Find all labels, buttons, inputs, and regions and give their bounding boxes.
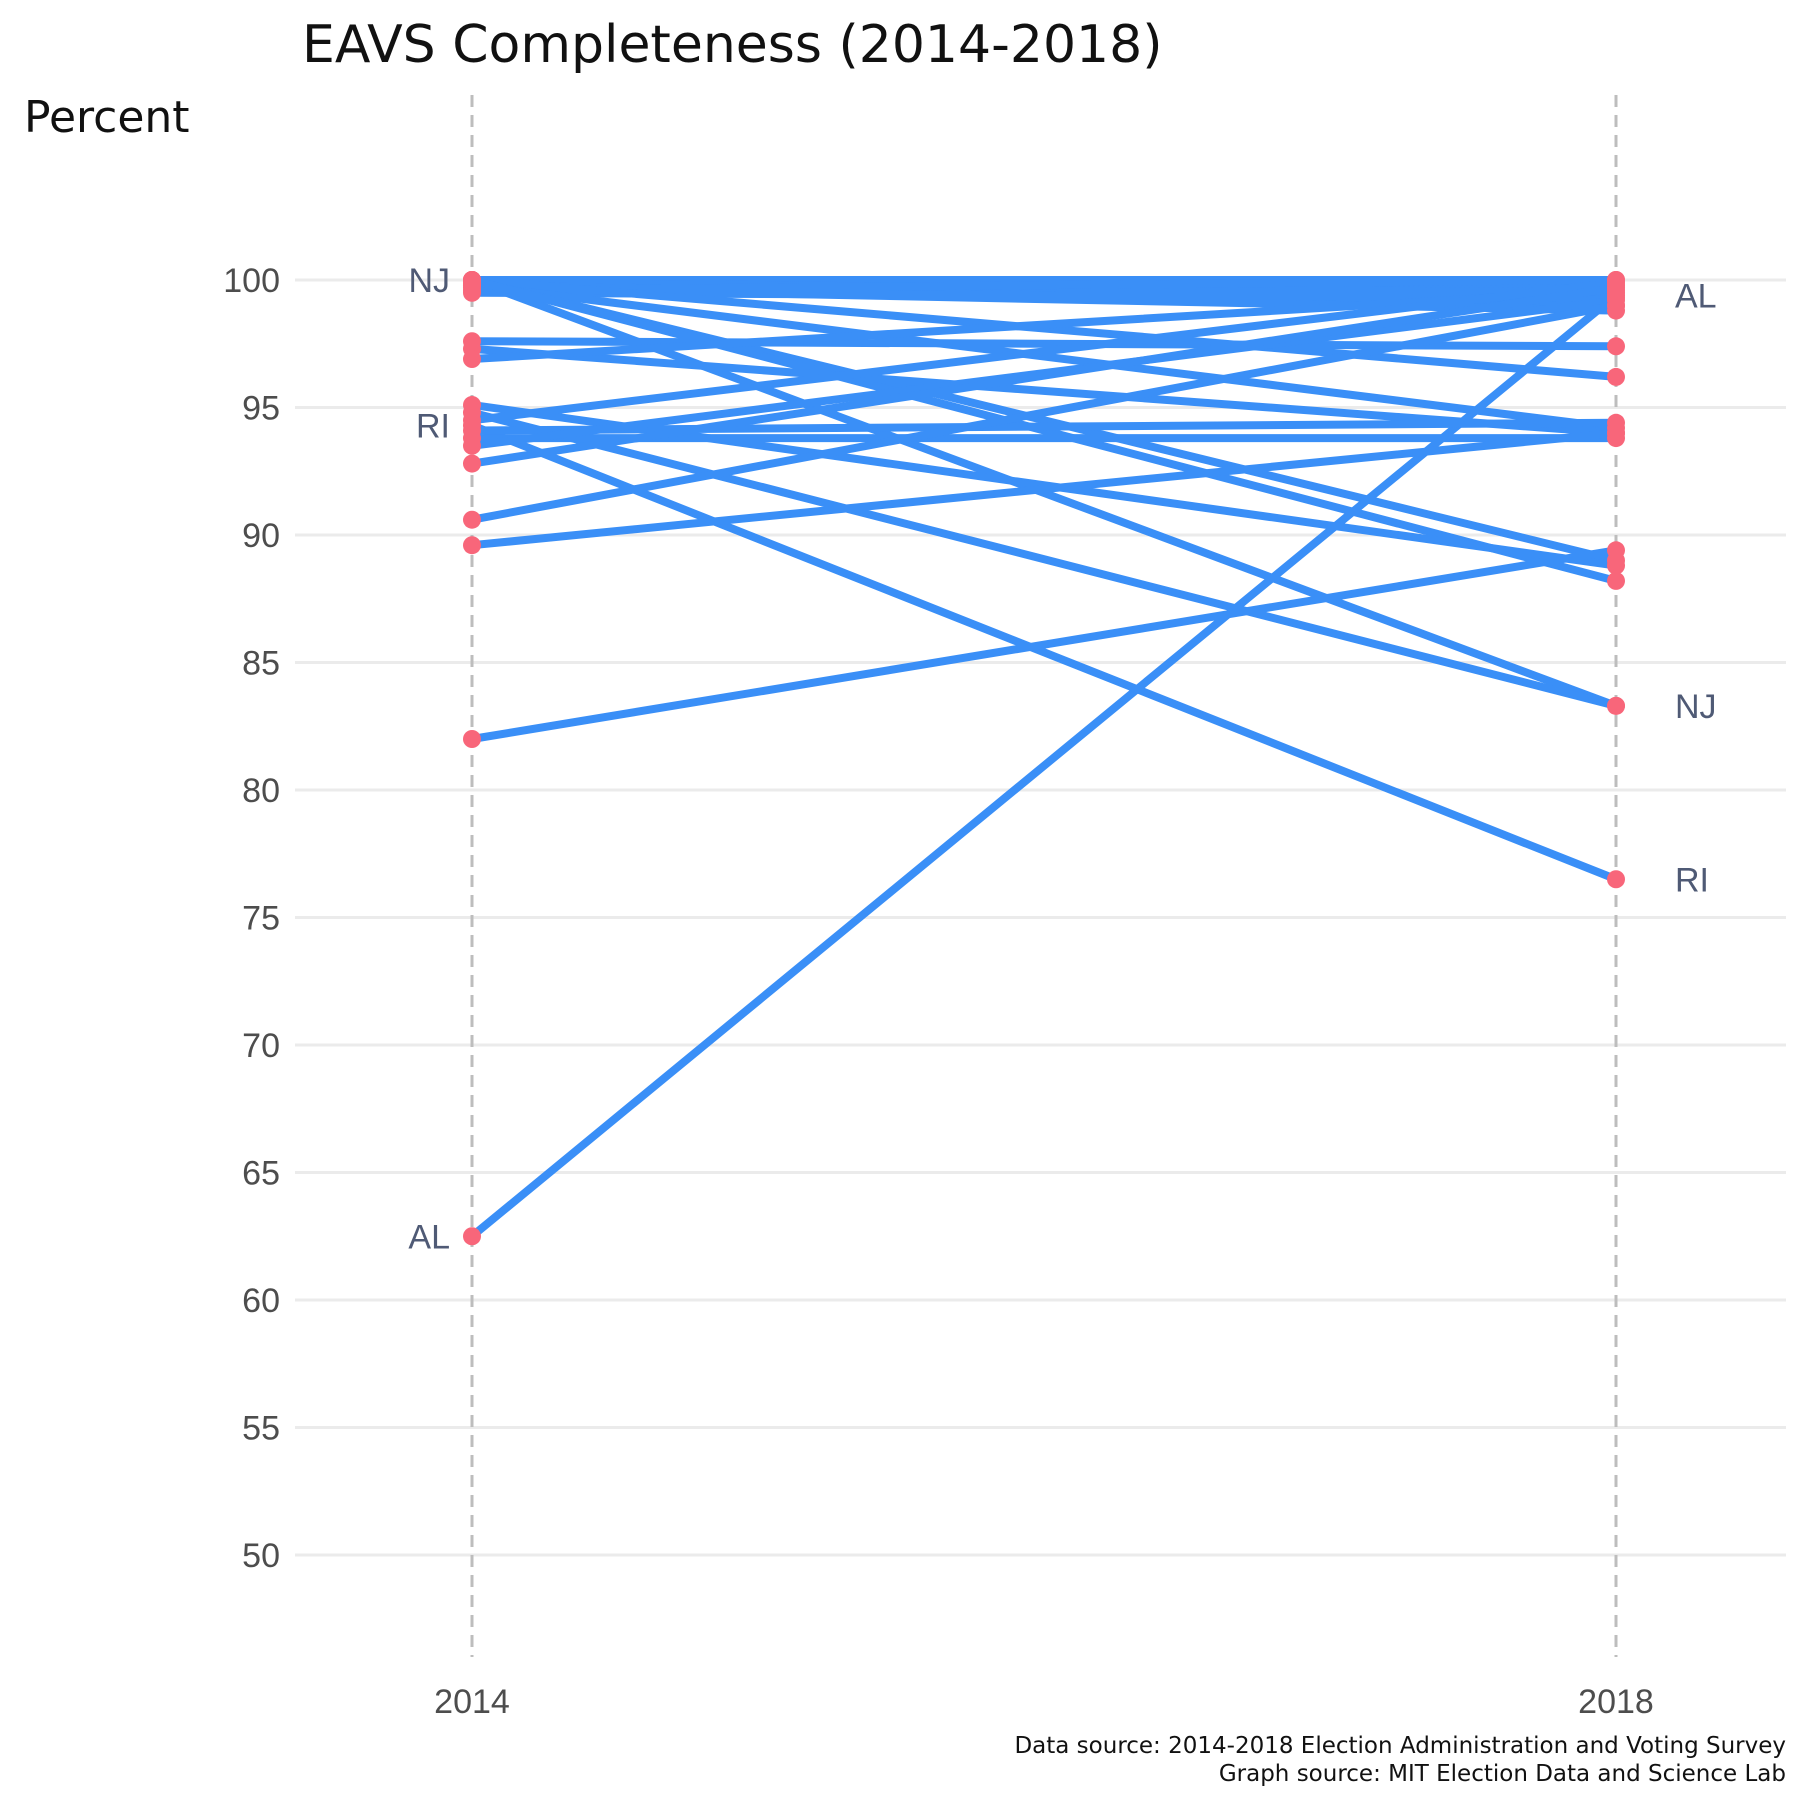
state-labels: NJ RI AL AL NJ RI [408,262,1716,1256]
state-label: NJ [408,262,450,300]
data-point-s17-2014 [463,350,481,369]
data-point-s24-2014 [463,454,481,473]
y-tick-label: 90 [242,517,280,555]
data-point-s11-2018 [1607,367,1625,386]
y-tick-label: 80 [242,772,280,810]
state-label: RI [416,407,450,445]
y-tick-label: 85 [242,645,280,683]
state-label: AL [408,1218,450,1256]
data-point-s15-2018 [1607,337,1625,356]
data-point-al-2014 [463,1227,481,1246]
data-point-s25-2014 [463,510,481,529]
y-axis-ticks: 50 55 60 65 70 75 80 85 90 95 100 [223,262,280,1575]
series-line-s26 [468,429,1620,550]
state-label: NJ [1675,688,1717,726]
series-line-s09 [468,276,1620,295]
x-axis-ticks: 2014 2018 [434,1683,1654,1721]
y-tick-label: 60 [242,1282,280,1320]
y-axis-title: Percent [24,92,190,143]
series-lines [468,276,1620,1241]
caption-data-source: Data source: 2014-2018 Election Administ… [1014,1733,1786,1759]
y-tick-label: 65 [242,1155,280,1193]
series-line-s21 [468,418,1620,435]
data-point-s27-2018 [1607,541,1625,560]
data-point-s14-2018 [1607,571,1625,590]
series-line-s24 [468,283,1620,468]
data-point-s19-2018 [1607,696,1625,715]
data-point-s27-2014 [463,730,481,748]
x-tick-label: 2014 [434,1683,510,1721]
data-point-ri-2018 [1607,870,1625,889]
series-line-s15 [468,337,1620,351]
series-line-s16 [468,344,1620,437]
gridlines [295,278,1786,1557]
y-tick-label: 75 [242,900,280,938]
y-tick-label: 55 [242,1410,280,1448]
x-tick-label: 2018 [1578,1683,1654,1721]
data-point-s23-2014 [463,436,481,455]
data-point-s14-2014 [463,271,481,289]
y-tick-label: 70 [242,1027,280,1065]
y-tick-label: 95 [242,390,280,428]
data-point-s26-2014 [463,536,481,555]
series-line-s12 [468,281,1620,432]
data-point-s26-2018 [1607,424,1625,442]
series-line-s20 [468,278,1620,425]
data-point-s24-2018 [1607,278,1625,297]
y-tick-label: 50 [242,1537,280,1575]
chart-title: EAVS Completeness (2014-2018) [302,15,1163,75]
data-point-s25-2018 [1607,296,1625,315]
series-line-s27 [468,546,1620,743]
data-point-s18-2018 [1607,556,1625,575]
series-line-s25 [468,301,1620,524]
series-line-ri [468,421,1620,884]
state-label: AL [1675,277,1717,315]
state-label: RI [1675,861,1709,899]
caption-graph-source: Graph source: MIT Election Data and Scie… [1219,1761,1786,1787]
y-tick-label: 100 [223,262,280,300]
series-points [463,271,1625,1246]
series-line-s19 [468,408,1620,710]
